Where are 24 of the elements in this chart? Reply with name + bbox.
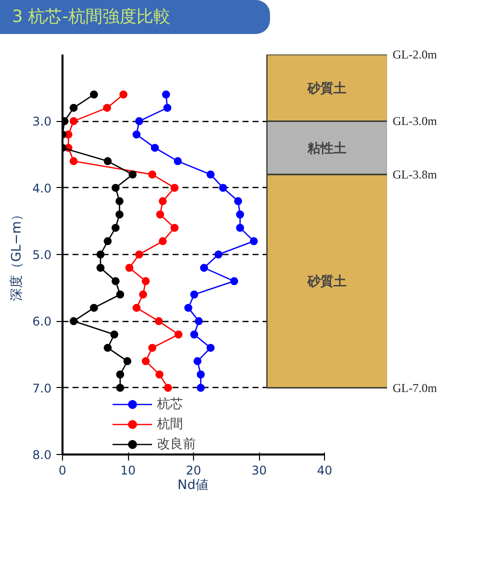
y-tick-label: 4.0	[32, 181, 52, 196]
ref-line-label: GL-7.0m	[392, 380, 438, 395]
y-tick-label: 6.0	[32, 314, 52, 329]
x-tick-label: 10	[120, 464, 136, 478]
x-tick-label: 20	[186, 464, 202, 478]
y-tick-label: 5.0	[32, 248, 52, 262]
band-label: 粘性土	[306, 140, 347, 156]
x-tick-label: 0	[58, 464, 66, 478]
y-tick-label: 7.0	[32, 381, 52, 396]
x-tick-label: 30	[251, 464, 267, 478]
chart-title: 3 杭芯-杭間強度比較	[12, 6, 170, 29]
ref-line-label: GL-3.8m	[392, 168, 438, 182]
band-label: 砂質土	[306, 274, 347, 289]
legend-label: 改良前	[157, 436, 196, 453]
ref-line-label: GL-2.0m	[392, 48, 438, 62]
x-tick-label: 40	[316, 464, 332, 478]
legend-label: 杭芯	[157, 396, 183, 413]
y-tick-label: 8.0	[32, 448, 52, 462]
x-axis-title: Nd値	[178, 477, 208, 495]
y-axis-title: 深度（GL−m）	[8, 208, 24, 301]
ref-line-label: GL-3.0m	[392, 114, 438, 128]
y-tick-label: 3.0	[32, 114, 52, 129]
band-label: 砂質土	[306, 80, 347, 96]
legend-label: 杭間	[157, 416, 183, 433]
